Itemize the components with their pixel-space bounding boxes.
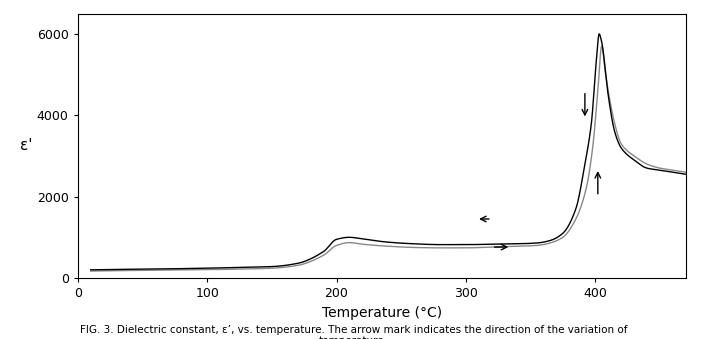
X-axis label: Temperature (°C): Temperature (°C) xyxy=(322,305,442,320)
Text: FIG. 3. Dielectric constant, ε’, vs. temperature. The arrow mark indicates the d: FIG. 3. Dielectric constant, ε’, vs. tem… xyxy=(80,325,627,335)
Y-axis label: ε': ε' xyxy=(20,138,32,153)
Text: temperature.: temperature. xyxy=(319,336,388,339)
